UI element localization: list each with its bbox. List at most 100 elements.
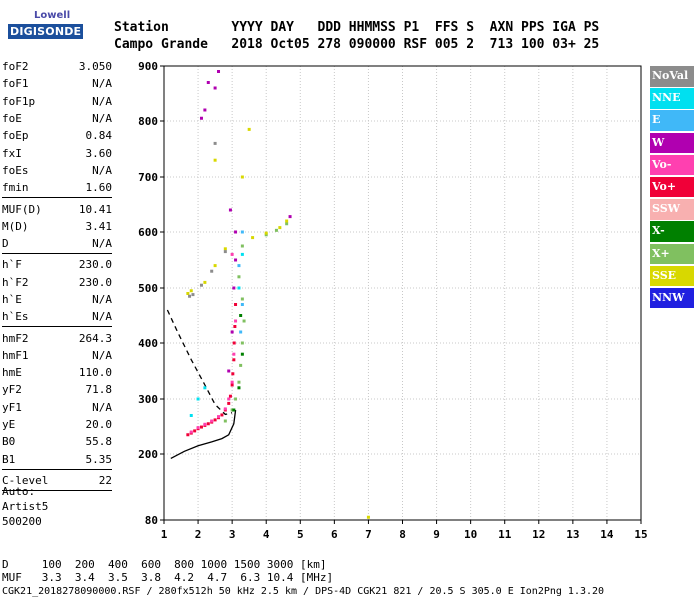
param-label: fxI	[2, 146, 22, 160]
echo-point-noval	[188, 294, 192, 298]
echo-point-x	[240, 297, 244, 301]
param-value: N/A	[92, 310, 112, 324]
legend-item-sse: SSE	[650, 265, 694, 287]
legend-item-nne: NNE	[650, 88, 694, 109]
x-tick-label: 6	[331, 528, 338, 541]
height-profile-curve	[170, 409, 237, 459]
echo-point-vo	[227, 401, 231, 405]
param-label: B1	[2, 452, 16, 466]
param-value: 22	[98, 473, 112, 487]
y-tick-label: 900	[138, 60, 158, 73]
param-label: h`F	[2, 258, 22, 272]
y-tick-label: 800	[138, 115, 158, 128]
echo-point-e	[240, 230, 244, 234]
param-label: foF1p	[2, 94, 36, 108]
param-label: yF2	[2, 383, 22, 397]
echo-point-w	[217, 70, 221, 73]
param-value: N/A	[92, 237, 112, 251]
echo-point-w	[228, 208, 232, 212]
echo-point-x	[239, 363, 243, 367]
legend-item-nnw: NNW	[650, 287, 694, 309]
echo-point-vo	[223, 407, 227, 411]
param-fof1: foF1 N/A	[2, 75, 112, 92]
legend-item-w: W	[650, 132, 694, 154]
auto-code: 500200	[2, 515, 42, 528]
param-label: M(D)	[2, 219, 29, 233]
echo-point-sse	[247, 127, 251, 131]
echo-point-vo	[228, 394, 232, 398]
footer-info: CGK21_2018278090000.RSF / 280fx512h 50 k…	[2, 586, 605, 597]
echo-point-x	[234, 397, 238, 401]
echo-point-noval	[191, 293, 195, 297]
param-label: B0	[2, 435, 16, 449]
echo-point-vo	[230, 380, 234, 384]
echo-point-sse	[264, 231, 268, 235]
echo-point-noval	[213, 141, 217, 145]
legend-item-ssw: SSW	[650, 199, 694, 220]
echo-point-x	[240, 341, 244, 345]
param-yf1: yF1 N/A	[2, 399, 112, 416]
echo-point-nne	[203, 386, 207, 390]
legend-item-x: X-	[650, 221, 694, 242]
param-value: N/A	[92, 112, 112, 126]
echo-point-w	[203, 108, 207, 112]
echo-point-vo	[230, 383, 234, 387]
param-hme: hmE 110.0	[2, 364, 112, 381]
x-tick-label: 2	[195, 528, 202, 541]
digisonde-logo: Lowell DIGISONDE	[4, 6, 84, 42]
param-value: 5.35	[85, 452, 113, 466]
echo-point-sse	[240, 175, 244, 179]
param-label: hmF1	[2, 348, 29, 362]
param-hmf2: hmF2 264.3	[2, 329, 112, 346]
param-mufd: MUF(D) 10.41	[2, 200, 112, 217]
param-label: hmF2	[2, 331, 29, 345]
param-label: MUF(D)	[2, 202, 42, 216]
param-b1: B1 5.35	[2, 451, 112, 468]
logo-brand: Lowell	[34, 10, 71, 21]
y-tick-label: 200	[138, 448, 158, 461]
x-tick-label: 11	[498, 528, 512, 541]
y-tick-label: 700	[138, 171, 158, 184]
autoscaling-info: Auto: Artist5 500200	[2, 484, 48, 529]
echo-point-vo	[227, 397, 231, 401]
echo-point-w	[213, 86, 217, 90]
x-tick-label: 1	[161, 528, 168, 541]
echo-point-vo	[213, 418, 217, 422]
distance-row: D 100 200 400 600 800 1000 1500 3000 [km…	[2, 558, 327, 571]
x-tick-label: 13	[566, 528, 579, 541]
y-tick-label: 500	[138, 282, 158, 295]
plot-frame	[163, 65, 642, 521]
param-b0: B0 55.8	[2, 433, 112, 450]
param-hes: h`Es N/A	[2, 308, 112, 325]
param-value: 1.60	[85, 181, 113, 195]
echo-point-x	[242, 319, 246, 323]
legend-item-noval: NoVal	[650, 66, 694, 87]
echo-point-sse	[189, 289, 193, 293]
echo-point-w	[206, 81, 210, 84]
x-tick-label: 4	[263, 528, 270, 541]
x-tick-label: 14	[600, 528, 614, 541]
x-tick-label: 7	[365, 528, 372, 541]
legend-item-vo: Vo+	[650, 176, 694, 198]
param-clevel: C-level 22	[2, 472, 112, 489]
echo-point-sse	[223, 247, 227, 251]
echo-point-nne	[189, 414, 193, 417]
echo-point-sse	[366, 515, 370, 519]
echo-point-x	[285, 222, 289, 226]
echo-point-vo	[217, 415, 221, 419]
param-value: 71.8	[85, 383, 113, 397]
param-value: 3.050	[78, 60, 112, 74]
echo-point-e	[239, 330, 243, 334]
param-label: hmE	[2, 366, 22, 380]
x-tick-label: 10	[464, 528, 477, 541]
param-value: 230.0	[78, 275, 112, 289]
param-value: 3.41	[85, 219, 113, 233]
param-foe: foE N/A	[2, 110, 112, 127]
echo-point-noval	[210, 269, 214, 273]
auto-artist: Artist5	[2, 500, 49, 513]
x-tick-label: 15	[634, 528, 647, 541]
echo-point-w	[234, 230, 238, 234]
echo-point-w	[232, 286, 236, 290]
legend-item-vo: Vo-	[650, 154, 694, 176]
